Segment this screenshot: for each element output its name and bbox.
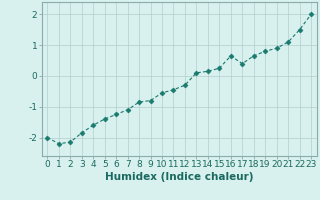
X-axis label: Humidex (Indice chaleur): Humidex (Indice chaleur) (105, 172, 253, 182)
